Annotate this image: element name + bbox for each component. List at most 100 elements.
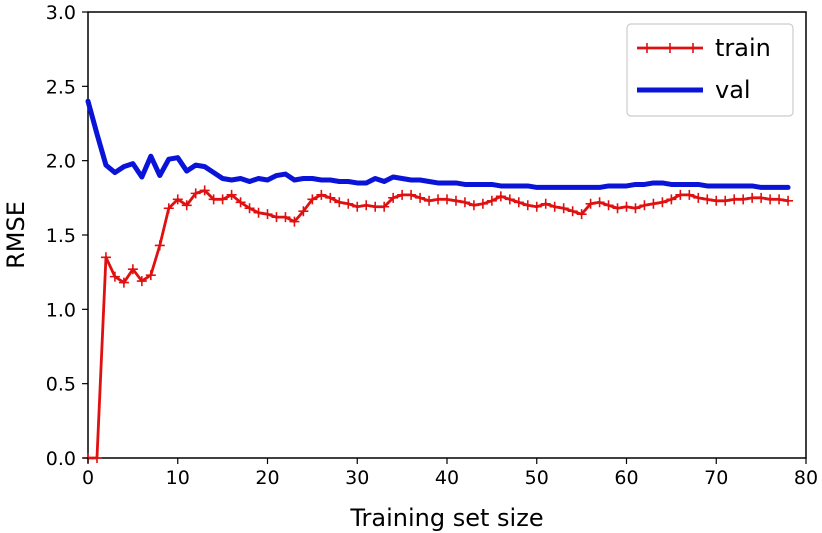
- legend-label-train: train: [715, 34, 771, 62]
- data-point-train: [298, 206, 309, 217]
- data-point-train: [433, 194, 444, 205]
- y-tick-label: 2.5: [46, 76, 76, 98]
- data-point-train: [504, 194, 515, 205]
- data-point-train: [217, 194, 228, 205]
- data-point-train: [477, 198, 488, 209]
- data-point-train: [109, 271, 120, 282]
- data-point-train: [244, 203, 255, 214]
- data-point-train: [684, 189, 695, 200]
- x-axis-label: Training set size: [349, 504, 543, 532]
- x-tick-label: 40: [435, 467, 459, 489]
- data-point-train: [468, 200, 479, 211]
- data-point-train: [612, 203, 623, 214]
- legend: train val: [626, 23, 794, 117]
- data-point-train: [208, 194, 219, 205]
- data-point-train: [379, 201, 390, 212]
- data-point-train: [783, 195, 794, 206]
- data-point-train: [774, 194, 785, 205]
- data-point-train: [540, 198, 551, 209]
- series-markers-train: [83, 185, 794, 463]
- data-point-train: [549, 201, 560, 212]
- data-point-train: [558, 203, 569, 214]
- data-point-train: [100, 252, 111, 263]
- data-point-train: [280, 212, 291, 223]
- data-point-train: [253, 207, 264, 218]
- legend-entry-val: val: [637, 76, 751, 104]
- legend-marker-train: [665, 43, 675, 53]
- data-point-train: [262, 209, 273, 220]
- data-point-train: [127, 264, 138, 275]
- data-point-train: [450, 195, 461, 206]
- y-axis-label: RMSE: [2, 201, 30, 269]
- data-point-train: [567, 206, 578, 217]
- data-point-train: [693, 192, 704, 203]
- data-point-train: [594, 197, 605, 208]
- data-point-train: [118, 277, 129, 288]
- data-point-train: [603, 200, 614, 211]
- data-point-train: [316, 189, 327, 200]
- data-point-train: [756, 192, 767, 203]
- y-tick-label: 2.0: [46, 151, 76, 173]
- data-point-train: [765, 194, 776, 205]
- data-point-train: [720, 195, 731, 206]
- data-point-train: [388, 192, 399, 203]
- data-point-train: [522, 200, 533, 211]
- series-layer: [83, 98, 794, 463]
- data-point-train: [172, 194, 183, 205]
- x-tick-label: 0: [82, 467, 94, 489]
- data-point-train: [711, 195, 722, 206]
- x-tick-label: 30: [345, 467, 369, 489]
- data-point-train: [486, 195, 497, 206]
- y-tick-label: 3.0: [46, 2, 76, 24]
- data-point-train: [307, 194, 318, 205]
- data-point-train: [370, 201, 381, 212]
- x-tick-label: 80: [794, 467, 818, 489]
- y-tick-label: 0.5: [46, 374, 76, 396]
- data-point-train: [495, 191, 506, 202]
- data-point-train: [136, 276, 147, 287]
- data-point-train: [163, 203, 174, 214]
- data-point-train: [145, 270, 156, 281]
- data-point-train: [226, 189, 237, 200]
- data-point-train: [415, 192, 426, 203]
- data-point-train: [738, 194, 749, 205]
- data-point-train: [343, 198, 354, 209]
- legend-entry-train: train: [637, 34, 771, 62]
- data-point-train: [235, 197, 246, 208]
- x-tick-label: 70: [704, 467, 728, 489]
- data-point-train: [576, 209, 587, 220]
- data-point-train: [666, 194, 677, 205]
- series-line-train: [86, 188, 790, 460]
- y-axis-ticks: 0.0 0.5 1.0 1.5 2.0 2.5 3.0: [46, 2, 88, 470]
- data-point-train: [397, 189, 408, 200]
- data-point-train: [729, 194, 740, 205]
- data-point-train: [334, 197, 345, 208]
- data-point-train: [91, 453, 102, 463]
- data-point-train: [459, 197, 470, 208]
- data-point-train: [442, 194, 452, 205]
- data-point-train: [747, 192, 758, 203]
- data-point-train: [630, 203, 641, 214]
- data-point-train: [190, 188, 201, 199]
- data-point-train: [325, 192, 336, 203]
- data-point-train: [199, 185, 210, 196]
- data-point-train: [424, 195, 435, 206]
- legend-marker-train: [642, 43, 652, 53]
- data-point-train: [648, 198, 659, 209]
- data-point-train: [531, 201, 542, 212]
- x-tick-label: 10: [166, 467, 190, 489]
- data-point-train: [513, 197, 524, 208]
- data-point-train: [406, 189, 417, 200]
- data-point-train: [271, 212, 282, 223]
- x-tick-label: 60: [614, 467, 638, 489]
- data-point-train: [154, 240, 165, 251]
- legend-marker-train: [688, 43, 698, 53]
- data-point-train: [702, 194, 713, 205]
- x-axis-ticks: 0 10 20 30 40 50 60 70 80: [82, 458, 818, 489]
- data-point-train: [639, 200, 650, 211]
- data-point-train: [585, 198, 596, 209]
- data-point-train: [181, 200, 192, 211]
- plot-area: 0 10 20 30 40 50 60 70 80 0.0 0.5 1.0 1.5 2.0 2.5 3.0: [46, 2, 818, 489]
- data-point-train: [657, 197, 668, 208]
